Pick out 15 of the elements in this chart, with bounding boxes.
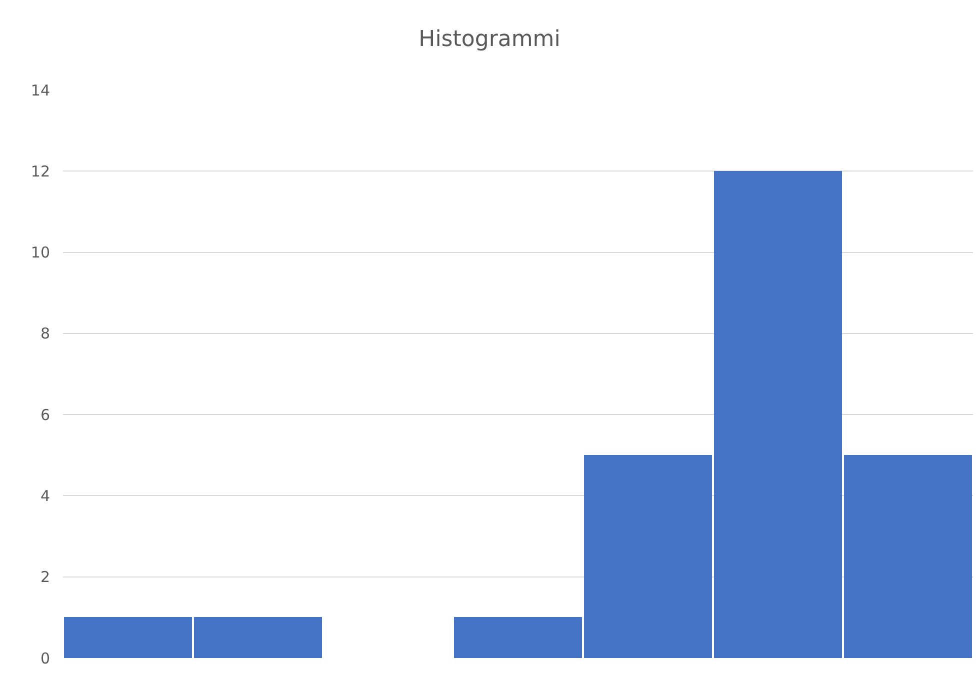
bar [714,171,842,658]
bar [844,455,972,658]
y-tick-label: 8 [40,324,50,343]
y-tick-label: 12 [30,162,50,180]
chart-title: Histogrammi [418,27,560,52]
y-tick-label: 10 [30,244,50,262]
bar [64,617,192,658]
y-tick-label: 14 [30,81,50,100]
y-tick-label: 4 [40,486,50,505]
y-tick-label: 2 [40,568,50,586]
y-tick-label: 0 [40,649,50,668]
y-tick-label: 6 [40,406,50,424]
bar [584,455,712,658]
bar [454,617,582,658]
bar [194,617,322,658]
